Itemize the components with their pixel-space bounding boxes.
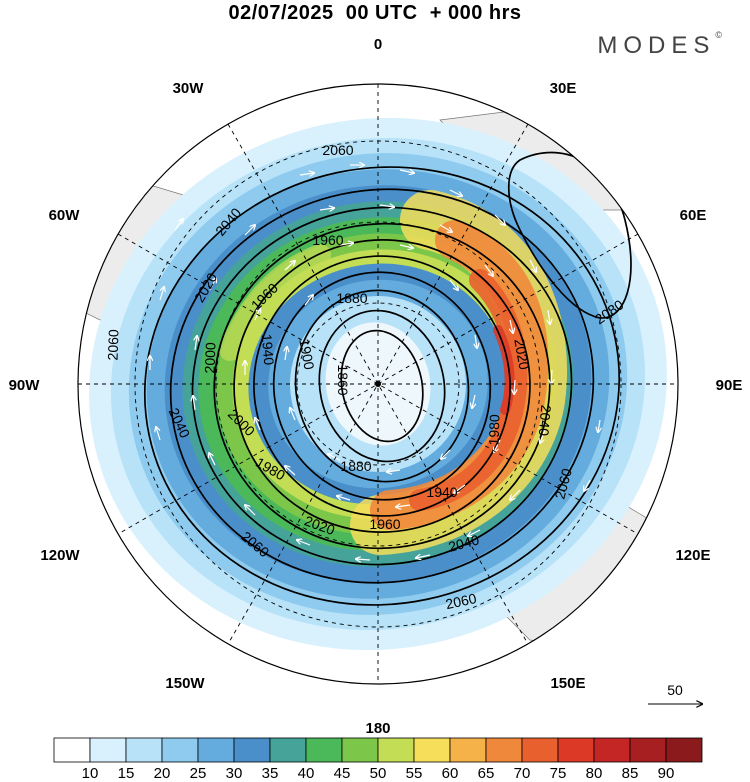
reference-vector: 50 [648,682,702,704]
contour-labels: 1860 1880 1880 1900 1940 1940 1960 1960 … [104,142,626,612]
contour-label: 1880 [340,458,371,474]
brand-logo: MODES© [597,30,722,60]
lon-label-90w: 90W [9,377,41,394]
colorbar-tick-label: 10 [82,765,99,782]
colorbar-tick-label: 55 [406,765,423,782]
map-boundary [77,83,679,685]
colorbar-swatch [557,737,595,763]
colorbar-swatch [341,737,379,763]
lon-label-120w: 120W [40,547,80,564]
colorbar-swatch [485,737,523,763]
contour-label: 2060 [104,329,121,361]
colorbar-swatch [377,737,415,763]
contour-label: 2040 [447,531,481,555]
colorbar-swatch [197,737,235,763]
lon-label-90e: 90E [716,377,743,394]
contour-label: 1940 [259,333,278,366]
colorbar-tick-label: 40 [298,765,315,782]
colorbar-tick-label: 85 [622,765,639,782]
colorbar-swatch [125,737,163,763]
lon-label-30e: 30E [550,80,577,97]
colorbar-tick-label: 50 [370,765,387,782]
contour-label: 2060 [551,466,575,500]
colorbar-swatch [449,737,487,763]
colorbar-swatch [593,737,631,763]
colorbar-tick-label: 15 [118,765,135,782]
colorbar-tick-label: 35 [262,765,279,782]
colorbar-swatch [161,737,199,763]
contour-label: 1900 [296,337,317,371]
lon-label-150e: 150E [550,675,585,692]
lon-label-30w: 30W [173,80,205,97]
colorbar-tick-label: 70 [514,765,531,782]
colorbar-swatch [269,737,307,763]
contour-label: 2020 [511,337,532,371]
colorbar-swatch [521,737,559,763]
reference-vector-label: 50 [667,682,683,698]
colorbar-swatch [413,737,451,763]
colorbar-tick-label: 25 [190,765,207,782]
wind-vectors [150,165,600,560]
colorbar-tick-label: 45 [334,765,351,782]
lon-label-60w: 60W [49,207,81,224]
copyright-mark: © [715,30,722,40]
contour-label: 1960 [312,232,343,248]
contour-label: 2060 [322,142,353,158]
pole-marker [375,381,381,387]
colorbar-swatch [89,737,127,763]
colorbar-swatch [53,737,91,763]
map-disk [78,84,678,684]
colorbar-tick-label: 90 [658,765,675,782]
lon-label-150w: 150W [165,675,205,692]
colorbar-tick-label: 80 [586,765,603,782]
contour-label: 1940 [426,484,457,500]
contour-label: 1860 [335,364,351,395]
lon-label-120e: 120E [675,547,710,564]
colorbar-tick-label: 60 [442,765,459,782]
colorbar: 10 15 20 25 30 35 40 45 50 55 60 65 70 75 80 85 90 [53,737,703,782]
longitude-labels: 0 30E 60E 90E 120E 150E 180 150W 120W 90… [9,36,743,737]
lon-label-0: 0 [374,36,382,53]
contour-label: 1960 [369,516,400,532]
colorbar-tick-label: 20 [154,765,171,782]
contour-label: 1880 [336,290,367,306]
colorbar-swatch [665,737,703,763]
colorbar-swatch [305,737,343,763]
contour-label: 1980 [485,414,502,446]
colorbar-tick-label: 30 [226,765,243,782]
lon-label-60e: 60E [680,207,707,224]
contour-label: 2000 [201,342,218,374]
colorbar-swatch [629,737,667,763]
brand-name: MODES [597,32,716,59]
colorbar-tick-label: 65 [478,765,495,782]
colorbar-swatch [233,737,271,763]
contour-label: 2040 [536,404,555,437]
lon-label-180: 180 [365,720,390,737]
map-title: 02/07/2025 00 UTC + 000 hrs [228,2,522,24]
contour-label: 2060 [444,590,478,612]
colorbar-tick-label: 75 [550,765,567,782]
